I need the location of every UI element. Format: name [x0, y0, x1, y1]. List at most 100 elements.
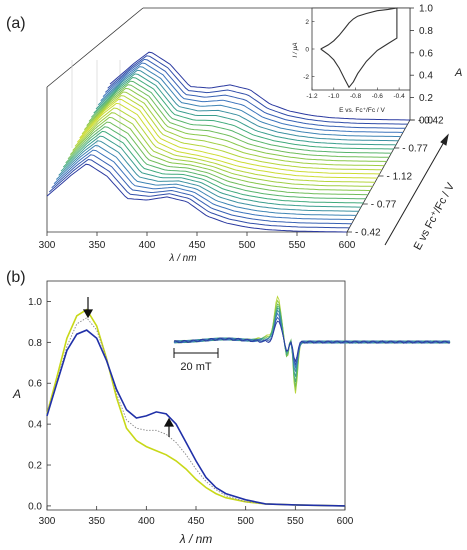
b-x-tick-label: 450: [188, 516, 205, 527]
waterfall-curve: [100, 66, 401, 138]
x-tick-label: 550: [289, 240, 306, 251]
z-tick-label: 0.0: [419, 116, 433, 127]
cv-y-label: I / µA: [292, 42, 299, 57]
cv-inset: -1.2 -1.0 -0.8 -0.6 -0.4 2 0 -2 I / µA E vs. Fc…: [292, 7, 411, 114]
b-x-tick-label: 500: [237, 516, 254, 527]
panel-a-depth-ticks: - 0.42 - 0.77 - 1.12 - 0.77 - 0.42: [347, 116, 444, 239]
waterfall-curve: [76, 102, 378, 179]
waterfall-curve: [83, 91, 385, 167]
panel-b-label: (b): [6, 269, 26, 286]
epr-spectrum: [173, 305, 451, 383]
b-y-tick-label: 0.6: [28, 379, 42, 390]
increase-arrow: [163, 417, 175, 437]
waterfall-curve: [74, 107, 375, 183]
waterfall-curve: [88, 84, 389, 158]
waterfall-curve: [86, 87, 387, 162]
b-y-tick-label: 0.2: [28, 461, 42, 472]
depth-tick-label: - 0.77: [402, 144, 428, 155]
panel-b-frame: [46, 280, 346, 511]
cv-y-tick-label: -2: [303, 74, 309, 81]
decrease-arrow: [82, 297, 94, 319]
epr-spectrum: [173, 299, 451, 391]
b-spectrum-line: [46, 308, 346, 507]
waterfall-curve: [60, 135, 361, 208]
panel-a-x-ticks: 300 350 400 450 500 550 600: [39, 232, 356, 251]
b-x-tick-label: 400: [138, 516, 155, 527]
b-x-tick-label: 550: [287, 516, 304, 527]
panel-a-label: (a): [6, 15, 26, 32]
x-tick-label: 350: [89, 240, 106, 251]
panel-a-z-ticks: 0.0 0.2 0.4 0.6 0.8 1.0: [410, 4, 433, 127]
waterfall-curve: [51, 154, 352, 225]
depth-tick-label: - 0.42: [418, 116, 444, 127]
depth-axis-arrow: [384, 133, 449, 246]
panel-a-x-axis-label: λ / nm: [168, 253, 196, 264]
cv-x-tick-label: -0.6: [372, 93, 384, 100]
panel-b-x-axis-label: λ / nm: [179, 532, 213, 546]
waterfall-curve: [58, 140, 359, 212]
cv-x-tick-label: -0.4: [394, 93, 406, 100]
waterfall-curve: [69, 116, 371, 191]
b-y-tick-label: 0.4: [28, 420, 42, 431]
waterfall-curve: [53, 149, 355, 221]
z-tick-label: 0.4: [419, 71, 433, 82]
waterfall-curve: [97, 69, 399, 142]
waterfall-curve: [65, 126, 366, 200]
waterfall-curve: [107, 55, 408, 125]
z-tick-label: 0.8: [419, 26, 433, 37]
cv-curve: [320, 7, 398, 89]
waterfall-curve: [48, 158, 350, 229]
waterfall-curve: [81, 95, 383, 171]
x-tick-label: 500: [239, 240, 256, 251]
epr-spectrum: [173, 295, 451, 394]
cv-x-label: E vs. Fc⁺/Fc / V: [339, 107, 385, 114]
b-y-tick-label: 0.8: [28, 338, 42, 349]
cv-ticks: -1.2 -1.0 -0.8 -0.6 -0.4 2 0 -2: [303, 19, 405, 100]
x-tick-label: 600: [339, 240, 356, 251]
b-spectrum-line: [46, 317, 346, 507]
depth-tick-label: - 0.77: [371, 200, 397, 211]
waterfall-curve: [95, 73, 397, 146]
waterfall-curve: [109, 51, 410, 121]
panel-b-y-axis-label: A: [12, 387, 21, 401]
b-y-tick-label: 1.0: [28, 297, 42, 308]
b-y-tick-label: 0.0: [28, 501, 42, 512]
waterfall-curve: [90, 80, 392, 154]
b-spectrum-line: [46, 329, 346, 507]
waterfall-curve: [62, 130, 364, 204]
z-tick-label: 0.6: [419, 48, 433, 59]
b-x-tick-label: 300: [39, 516, 56, 527]
waterfall-curve: [67, 121, 369, 196]
panel-b-spectra: [46, 308, 346, 507]
waterfall-curve: [93, 76, 394, 150]
epr-scale-label: 20 mT: [180, 361, 211, 373]
panel-a-z-axis-label: A: [454, 67, 462, 79]
cv-y-tick-label: 0: [305, 47, 309, 54]
x-tick-label: 400: [139, 240, 156, 251]
cv-x-tick-label: -1.2: [306, 93, 318, 100]
epr-scale-bar: [173, 348, 219, 358]
b-x-tick-label: 600: [337, 516, 354, 527]
panel-b-ticks: 300 350 400 450 500 550 600 0.0 0.2 0.4 0.6 0.8 1.0: [28, 297, 354, 527]
waterfall-curve: [79, 98, 380, 175]
z-tick-label: 0.2: [419, 93, 433, 104]
epr-inset: [173, 295, 451, 394]
x-tick-label: 300: [39, 240, 56, 251]
depth-tick-label: - 1.12: [387, 172, 413, 183]
waterfall-curve: [46, 163, 347, 233]
cv-x-tick-label: -1.0: [328, 93, 340, 100]
epr-spectrum: [173, 303, 451, 387]
cv-y-tick-label: 2: [305, 19, 309, 26]
depth-tick-label: - 0.42: [355, 228, 381, 239]
x-tick-label: 450: [189, 240, 206, 251]
waterfall-curve: [104, 58, 406, 129]
waterfall-curve: [102, 62, 403, 133]
z-tick-label: 1.0: [419, 4, 433, 15]
b-x-tick-label: 350: [88, 516, 105, 527]
waterfall-curve: [72, 112, 373, 187]
epr-spectrum: [173, 320, 451, 363]
panel-a-depth-axis-label: E vs Fc⁺/Fc / V: [412, 180, 458, 252]
cv-x-tick-label: -0.8: [350, 93, 362, 100]
panel-a-waterfall-curves: [46, 51, 410, 233]
